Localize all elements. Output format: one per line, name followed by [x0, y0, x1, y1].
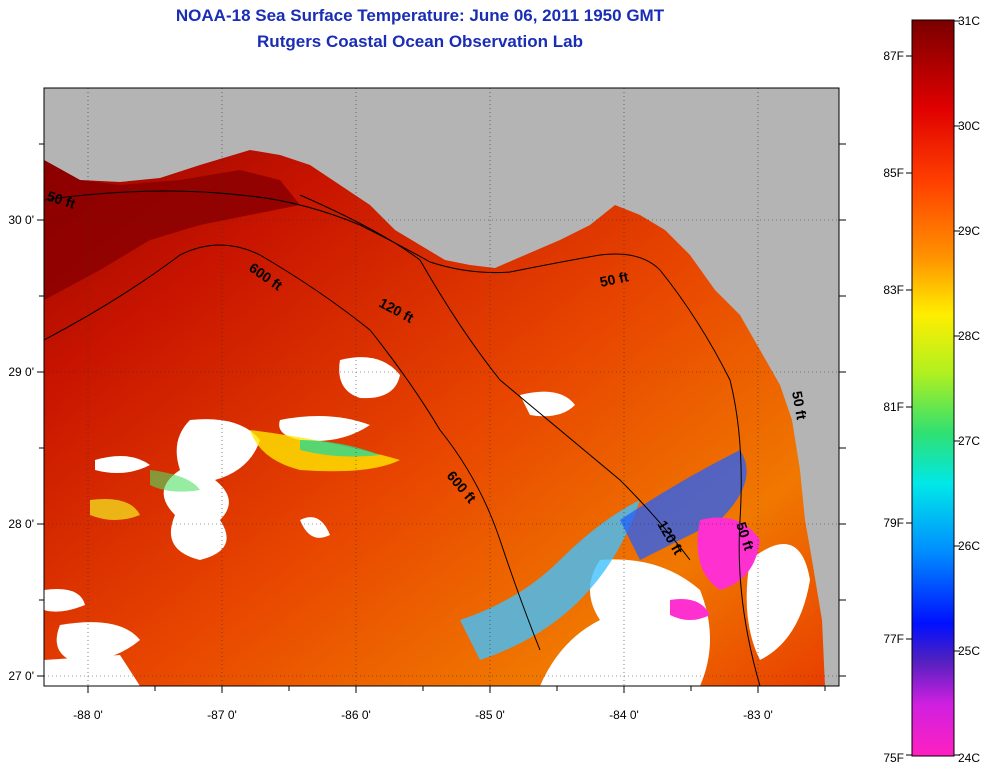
- lon-label: -85 0': [475, 708, 505, 722]
- map-title: NOAA-18 Sea Surface Temperature: June 06…: [175, 6, 665, 25]
- colorbar-celsius-labels: 31C 30C 29C 28C 27C 26C 25C 24C: [958, 14, 980, 765]
- longitude-labels: -88 0' -87 0' -86 0' -85 0' -84 0' -83 0…: [73, 708, 773, 722]
- celsius-label: 25C: [958, 644, 980, 658]
- contour-label: 50 ft: [598, 268, 630, 290]
- contour-label: 50 ft: [789, 390, 810, 421]
- celsius-label: 31C: [958, 14, 980, 28]
- fahrenheit-label: 75F: [883, 751, 904, 765]
- celsius-label: 26C: [958, 539, 980, 553]
- cloud-no-data-patches: [44, 357, 810, 686]
- fahrenheit-label: 85F: [883, 166, 904, 180]
- temperature-colorbar: [911, 19, 955, 757]
- lon-label: -88 0': [73, 708, 103, 722]
- latitude-labels: 30 0' 29 0' 28 0' 27 0': [8, 213, 34, 683]
- fahrenheit-label: 77F: [883, 632, 904, 646]
- fahrenheit-label: 87F: [883, 49, 904, 63]
- celsius-label: 30C: [958, 119, 980, 133]
- axis-ticks: [37, 143, 846, 693]
- lat-label: 28 0': [8, 517, 34, 531]
- lon-label: -84 0': [609, 708, 639, 722]
- colorbar-fahrenheit-labels: 87F 85F 83F 81F 79F 77F 75F: [883, 49, 904, 765]
- celsius-label: 27C: [958, 434, 980, 448]
- lon-label: -87 0': [207, 708, 237, 722]
- fahrenheit-label: 79F: [883, 516, 904, 530]
- map-grid: [44, 88, 839, 686]
- lon-label: -86 0': [341, 708, 371, 722]
- map-subtitle: Rutgers Coastal Ocean Observation Lab: [257, 32, 583, 51]
- fahrenheit-label: 81F: [883, 400, 904, 414]
- lon-label: -83 0': [743, 708, 773, 722]
- celsius-label: 29C: [958, 224, 980, 238]
- celsius-label: 28C: [958, 329, 980, 343]
- plot-frame: [43, 87, 840, 687]
- lat-label: 29 0': [8, 365, 34, 379]
- celsius-label: 24C: [958, 751, 980, 765]
- colorbar-ticks: [906, 20, 960, 756]
- land-mass: [44, 88, 839, 686]
- lat-label: 27 0': [8, 669, 34, 683]
- fahrenheit-label: 83F: [883, 283, 904, 297]
- cool-water-patches: [90, 430, 760, 660]
- lat-label: 30 0': [8, 213, 34, 227]
- bathymetry-contours: [44, 190, 761, 686]
